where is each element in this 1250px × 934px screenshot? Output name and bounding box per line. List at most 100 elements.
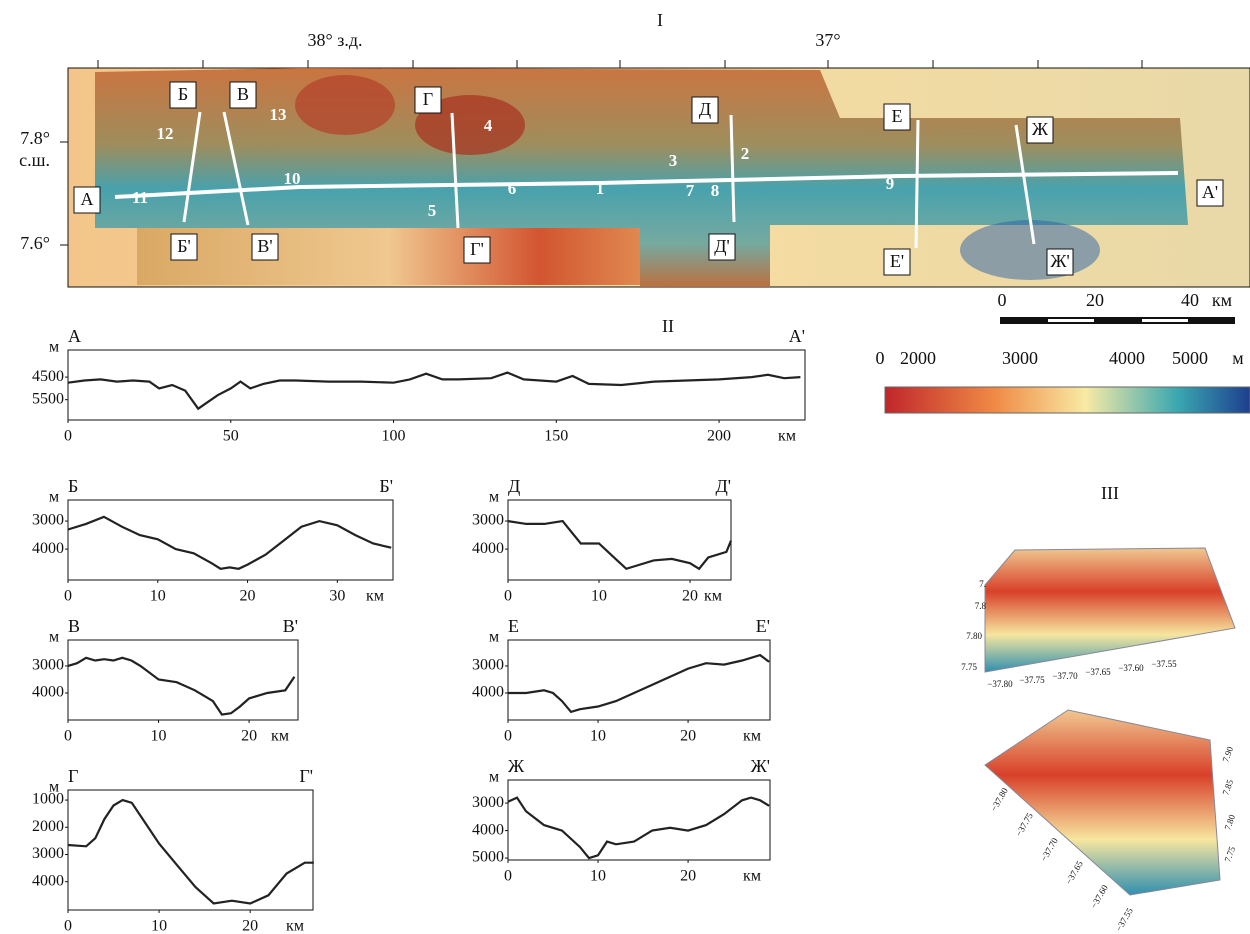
view-y-tick: 7.75: [1222, 845, 1237, 864]
view-x-tick: −37.75: [1019, 675, 1045, 685]
profile-end-label: Ж: [1032, 119, 1049, 139]
y-tick-label: 3000: [472, 512, 504, 529]
y-tick-label: 4000: [32, 872, 64, 889]
profile-end-label: Б': [379, 476, 393, 496]
view-x-tick: −37.70: [1039, 836, 1061, 863]
y-axis-label: м: [489, 629, 499, 646]
x-tick-label: 0: [64, 588, 72, 605]
profile-end-label: Д': [715, 476, 731, 496]
colorbar: [885, 387, 1250, 413]
x-tick-label: 100: [382, 428, 406, 445]
scale-unit: км: [1212, 290, 1232, 310]
colorbar-label: 5000: [1172, 348, 1208, 368]
figure: I 38° з.д. 37° 7.8° с.ш. 7.6° АА'ББ'ВВ'Г…: [0, 0, 1250, 934]
view-y-tick: 7.8: [975, 601, 987, 611]
y-axis-label: м: [49, 629, 59, 646]
profile-line: [68, 517, 391, 569]
y-tick-label: 4000: [32, 540, 64, 557]
view-y-tick: 7.: [979, 579, 986, 589]
feature-number: 13: [270, 105, 287, 124]
profile-line: [68, 373, 800, 409]
view-x-tick: −37.60: [1118, 663, 1144, 673]
view-x-tick: −37.80: [989, 786, 1011, 813]
x-axis-label: км: [778, 428, 796, 445]
profile-start-label: В: [68, 616, 80, 636]
profile-end-label: А': [789, 326, 805, 346]
panel-label: III: [1101, 483, 1119, 503]
view-x-tick: −37.55: [1114, 906, 1136, 933]
profile-end-label: Г': [299, 766, 313, 786]
view-y-tick: 7.75: [961, 662, 977, 672]
map-relief: [295, 75, 395, 135]
profile-end-label: Г': [470, 239, 484, 259]
scale-label: 40: [1181, 290, 1199, 310]
plot-frame: [508, 640, 770, 720]
profile-end-label: А': [1202, 182, 1218, 202]
profile-start-label: Б: [68, 476, 78, 496]
x-tick-label: 50: [223, 428, 239, 445]
x-tick-label: 0: [504, 868, 512, 885]
feature-number: 1: [596, 179, 605, 198]
feature-number: 6: [508, 179, 517, 198]
view-y-tick: 7.80: [1222, 813, 1237, 832]
profile-line: [508, 655, 769, 712]
lat-label: 7.8°: [20, 128, 50, 148]
panel-label: I: [657, 10, 663, 30]
profile-end-label: В: [237, 84, 249, 104]
view-y-tick: 7.80: [966, 631, 982, 641]
feature-number: 11: [132, 188, 148, 207]
x-axis-label: км: [271, 728, 289, 745]
view-x-tick: −37.65: [1085, 667, 1111, 677]
y-tick-label: 4000: [472, 821, 504, 838]
scale-bar: [1000, 317, 1235, 324]
y-tick-label: 4000: [472, 540, 504, 557]
profile-start-label: Г: [68, 766, 78, 786]
panel-label: II: [662, 316, 674, 336]
y-tick-label: 3000: [32, 657, 64, 674]
x-tick-label: 0: [504, 588, 512, 605]
x-axis-label: км: [743, 728, 761, 745]
x-tick-label: 20: [240, 588, 256, 605]
profile-start-label: Е: [508, 616, 519, 636]
x-tick-label: 0: [504, 728, 512, 745]
x-axis-label: км: [366, 588, 384, 605]
lat-label: 7.6°: [20, 233, 50, 253]
y-tick-label: 3000: [472, 794, 504, 811]
profile-end-label: А: [81, 189, 94, 209]
lat-unit: с.ш.: [19, 150, 50, 170]
profile-line: [508, 798, 769, 859]
profile-line: [68, 800, 314, 903]
x-tick-label: 10: [590, 728, 606, 745]
colorbar-label: 4000: [1109, 348, 1145, 368]
profile-end-label: Б: [178, 84, 188, 104]
y-axis-label: м: [489, 489, 499, 506]
colorbar-label: 3000: [1002, 348, 1038, 368]
profile-end-label: В': [283, 616, 298, 636]
x-axis-label: км: [704, 588, 722, 605]
profile-end-label: Д': [714, 236, 730, 256]
y-tick-label: 5000: [472, 849, 504, 866]
x-tick-label: 20: [680, 728, 696, 745]
view-y-tick: 7.90: [1220, 745, 1235, 764]
y-tick-label: 1000: [32, 791, 64, 808]
y-tick-label: 3000: [32, 845, 64, 862]
profile-end-label: Г: [423, 89, 433, 109]
x-tick-label: 20: [241, 728, 257, 745]
plot-frame: [68, 350, 805, 420]
y-axis-label: м: [49, 489, 59, 506]
feature-number: 3: [669, 151, 678, 170]
scale-label: 20: [1086, 290, 1104, 310]
feature-number: 2: [741, 144, 750, 163]
feature-number: 12: [157, 124, 174, 143]
feature-number: 4: [484, 116, 493, 135]
x-tick-label: 10: [591, 588, 607, 605]
feature-number: 5: [428, 201, 437, 220]
y-tick-label: 3000: [32, 512, 64, 529]
x-axis-label: км: [743, 868, 761, 885]
y-axis-label: м: [49, 339, 59, 356]
x-tick-label: 20: [242, 918, 258, 934]
x-tick-label: 0: [64, 428, 72, 445]
profile-end-label: Е': [756, 616, 770, 636]
map-relief: [137, 228, 640, 285]
y-tick-label: 3000: [472, 657, 504, 674]
